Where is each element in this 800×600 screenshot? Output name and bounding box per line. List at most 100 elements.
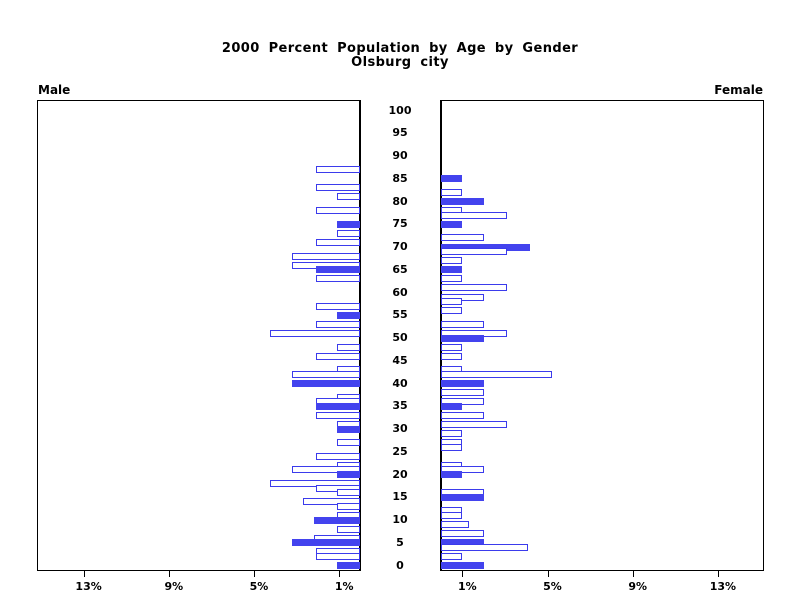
- female-pct-tick-label-1%: 1%: [457, 580, 477, 593]
- male-bar-age-75: [337, 220, 361, 228]
- male-bar-age-81: [337, 193, 361, 201]
- female-bar-age-77: [441, 211, 508, 219]
- female-bar-age-48: [441, 343, 463, 351]
- female-bar-age-65: [441, 266, 463, 274]
- age-tick-label-35: 35: [392, 399, 408, 413]
- male-pct-tick-13%: [83, 571, 85, 577]
- female-bar-age-80: [441, 198, 484, 205]
- male-bar-age-30: [337, 425, 361, 433]
- male-bar-age-73: [337, 229, 361, 237]
- female-bar-age-33: [441, 411, 484, 419]
- female-bar-age-2: [441, 552, 463, 560]
- female-bar-age-21: [441, 466, 484, 474]
- male-bar-age-53: [315, 320, 361, 328]
- female-pct-tick-1%: [462, 571, 464, 577]
- female-bar-age-58: [441, 298, 463, 306]
- female-bar-age-7: [441, 530, 484, 538]
- female-bar-age-67: [441, 257, 463, 265]
- age-tick-label-5: 5: [396, 535, 404, 549]
- male-bar-age-78: [315, 207, 361, 215]
- male-bar-age-0: [337, 562, 361, 569]
- male-bar-age-20: [337, 471, 361, 478]
- male-bar-age-13: [337, 502, 361, 510]
- age-tick-label-45: 45: [392, 353, 408, 367]
- female-bar-age-56: [441, 307, 463, 315]
- female-bar-age-75: [441, 220, 463, 228]
- age-tick-label-60: 60: [392, 285, 408, 299]
- male-bar-age-27: [337, 439, 361, 447]
- male-pct-tick-5%: [254, 571, 255, 577]
- male-pct-tick-1%: [339, 571, 341, 577]
- male-pct-tick-label-9%: 9%: [164, 580, 184, 593]
- female-pct-tick-label-13%: 13%: [709, 580, 737, 593]
- male-bar-age-65: [315, 266, 361, 274]
- age-tick-label-50: 50: [392, 331, 408, 344]
- male-bar-age-87: [315, 166, 361, 174]
- female-bar-age-20: [441, 471, 463, 478]
- female-bar-age-53: [441, 320, 484, 328]
- male-bar-age-68: [292, 252, 361, 260]
- age-tick-label-30: 30: [392, 422, 408, 435]
- female-bar-age-69: [441, 248, 508, 256]
- male-bar-age-40: [292, 380, 361, 387]
- age-tick-label-40: 40: [392, 376, 408, 390]
- male-bar-age-63: [315, 275, 361, 283]
- male-bar-age-57: [315, 302, 361, 310]
- male-bar-age-33: [315, 411, 361, 419]
- female-bar-age-4: [441, 543, 529, 551]
- male-bar-age-42: [292, 370, 361, 378]
- female-pct-tick-label-5%: 5%: [543, 580, 562, 593]
- female-bar-age-26: [441, 443, 463, 451]
- male-bar-age-16: [337, 489, 361, 497]
- female-pct-tick-label-9%: 9%: [628, 580, 648, 593]
- male-bar-age-71: [315, 238, 361, 246]
- female-bar-age-46: [441, 352, 463, 360]
- male-bar-age-35: [315, 402, 361, 410]
- age-tick-label-10: 10: [392, 513, 408, 526]
- male-panel-label: Male: [38, 83, 71, 97]
- male-pct-tick-label-1%: 1%: [334, 580, 354, 593]
- age-tick-label-70: 70: [392, 240, 408, 253]
- male-bar-age-10: [313, 516, 361, 524]
- male-bar-age-21: [292, 466, 361, 474]
- age-tick-label-55: 55: [392, 308, 408, 322]
- female-bar-age-50: [441, 334, 484, 342]
- male-pct-tick-label-13%: 13%: [75, 580, 102, 593]
- female-bar-age-82: [441, 188, 463, 196]
- male-bar-age-83: [315, 184, 361, 192]
- male-bar-age-24: [315, 452, 361, 460]
- female-bar-age-72: [441, 234, 484, 242]
- female-bar-age-85: [441, 175, 463, 183]
- female-bar-age-15: [441, 493, 484, 501]
- age-tick-label-15: 15: [392, 490, 408, 504]
- male-pct-tick-9%: [168, 571, 170, 577]
- female-bar-age-63: [441, 275, 463, 283]
- age-tick-label-65: 65: [392, 262, 408, 276]
- male-bar-age-14: [302, 498, 361, 506]
- male-bar-age-48: [337, 343, 361, 351]
- female-bar-age-31: [441, 420, 508, 428]
- age-tick-label-80: 80: [392, 194, 408, 208]
- age-tick-label-85: 85: [392, 171, 408, 185]
- male-bar-age-8: [337, 525, 361, 533]
- female-bar-age-36: [441, 398, 484, 406]
- age-tick-label-20: 20: [392, 467, 408, 481]
- female-bar-age-59: [441, 293, 484, 301]
- male-bar-age-46: [315, 352, 361, 360]
- female-bar-age-42: [441, 370, 552, 378]
- age-tick-label-25: 25: [392, 444, 408, 458]
- male-pct-tick-label-5%: 5%: [249, 580, 269, 593]
- female-panel-label: Female: [714, 83, 763, 97]
- male-bar-age-2: [315, 552, 361, 560]
- male-bar-age-55: [337, 311, 361, 319]
- chart-title: 2000 Percent Population by Age by Gender: [221, 41, 579, 56]
- male-bar-age-5: [292, 539, 361, 547]
- female-bar-age-9: [441, 521, 469, 529]
- male-bar-age-18: [269, 480, 361, 488]
- female-bar-age-61: [441, 284, 508, 292]
- age-tick-label-90: 90: [392, 149, 408, 162]
- age-tick-label-100: 100: [388, 103, 412, 117]
- female-bar-age-35: [441, 402, 463, 410]
- male-bar-age-51: [269, 329, 361, 337]
